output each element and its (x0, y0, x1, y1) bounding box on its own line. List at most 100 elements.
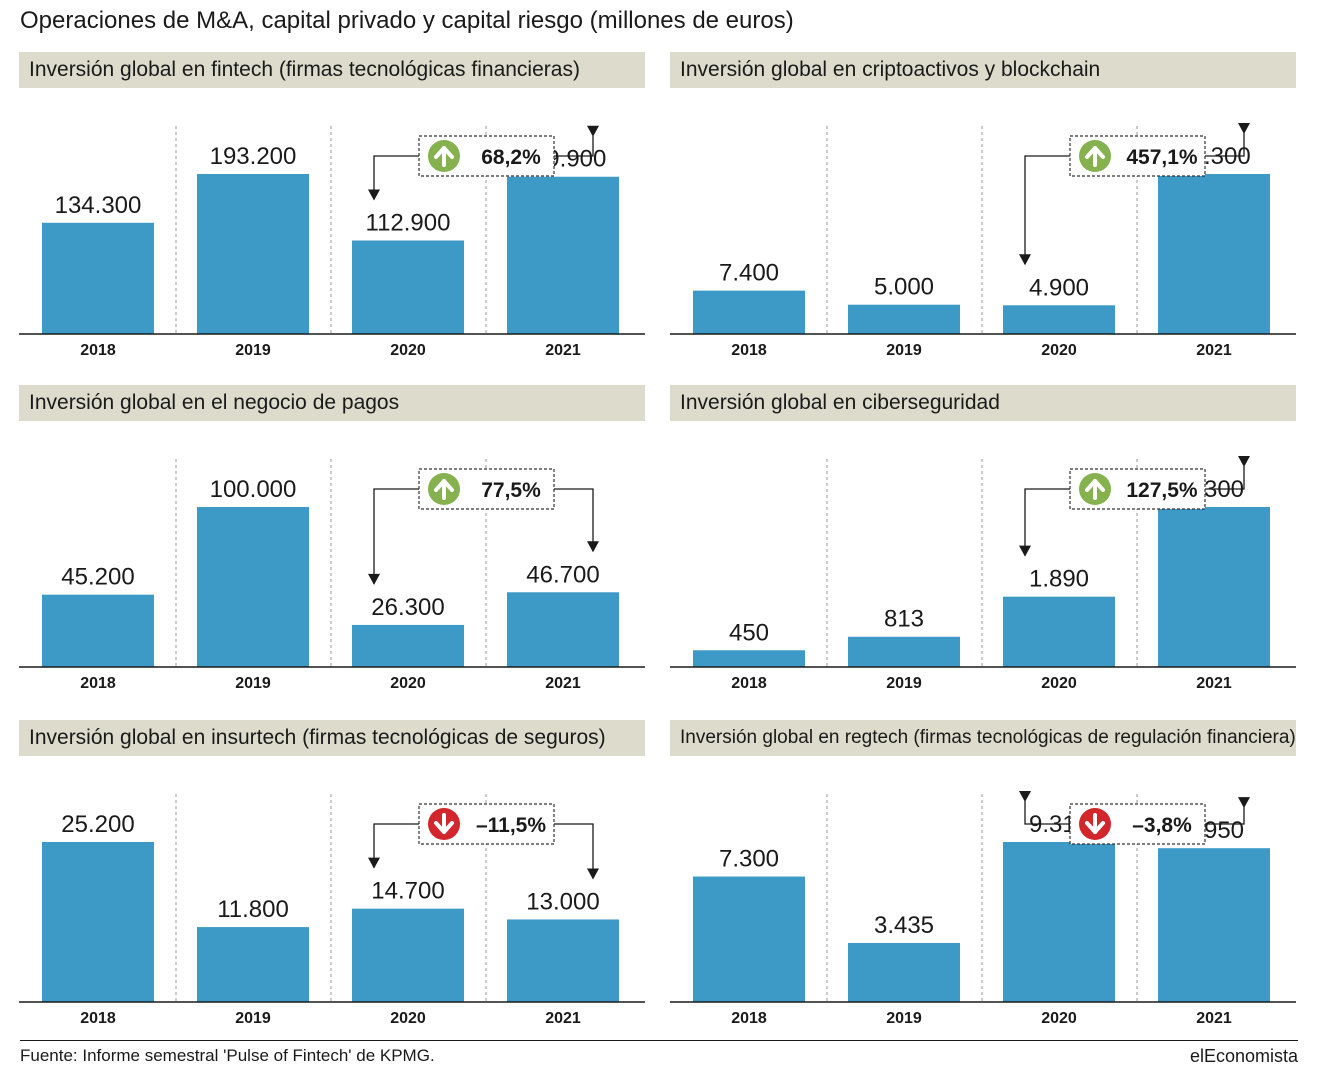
arrow-down-icon (1019, 545, 1031, 557)
category-label: 2019 (235, 675, 271, 692)
bar-2018 (42, 842, 154, 1002)
value-label: 25.200 (61, 811, 134, 838)
value-label: 3.435 (874, 912, 934, 939)
bar-2019 (848, 636, 960, 667)
bar-2020 (352, 624, 464, 667)
category-label: 2021 (545, 342, 581, 359)
panel-header: Inversión global en criptoactivos y bloc… (670, 52, 1296, 88)
connector-line (373, 488, 419, 584)
panel-header: Inversión global en el negocio de pagos (19, 385, 645, 421)
connector-line (1205, 466, 1245, 490)
category-label: 2018 (80, 675, 116, 692)
value-label: 46.700 (526, 561, 599, 588)
category-label: 2018 (731, 675, 767, 692)
brand-logo: elEconomista (1189, 1046, 1298, 1066)
arrow-down-icon (1019, 791, 1031, 802)
bar-2021 (1158, 507, 1270, 667)
value-label: 112.900 (366, 210, 451, 237)
value-label: 5.000 (874, 274, 934, 301)
category-label: 2019 (886, 675, 922, 692)
bar-2021 (507, 919, 619, 1002)
panel-title: Inversión global en insurtech (firmas te… (29, 726, 606, 749)
bar-2021 (1158, 174, 1270, 334)
panel-title: Inversión global en ciberseguridad (680, 391, 1000, 414)
arrow-down-icon (428, 808, 460, 840)
category-label: 2020 (1041, 675, 1077, 692)
category-label: 2018 (731, 342, 767, 359)
arrow-down-icon (1238, 123, 1250, 134)
panel-ciberseguridad: Inversión global en ciberseguridad 450 20… (670, 385, 1296, 695)
value-label: 100.000 (210, 476, 297, 503)
change-indicator: 68,2% (368, 125, 599, 201)
change-percent: –11,5% (476, 814, 546, 837)
arrow-down-icon (1079, 808, 1111, 840)
panel-header: Inversión global en fintech (firmas tecn… (19, 52, 645, 88)
value-label: 45.200 (61, 564, 134, 591)
bar-2020 (1003, 842, 1115, 1002)
connector-line (373, 823, 419, 868)
change-percent: 457,1% (1126, 146, 1198, 169)
category-label: 2020 (390, 342, 426, 359)
category-label: 2020 (1041, 1010, 1077, 1027)
panel-pagos: Inversión global en el negocio de pagos … (19, 385, 645, 695)
bar-2018 (693, 650, 805, 667)
bar-2019 (197, 507, 309, 667)
arrow-down-icon (587, 541, 599, 553)
bar-2020 (1003, 305, 1115, 334)
panel-header: Inversión global en insurtech (firmas te… (19, 720, 645, 756)
arrow-up-icon (1079, 140, 1111, 172)
arrow-down-icon (368, 573, 380, 585)
category-label: 2021 (545, 675, 581, 692)
value-label: 11.800 (217, 896, 289, 923)
bar-2020 (352, 240, 464, 334)
panel-insurtech: Inversión global en insurtech (firmas te… (19, 720, 645, 1030)
source-note: Fuente: Informe semestral 'Pulse of Fint… (20, 1046, 435, 1065)
category-label: 2021 (1196, 342, 1232, 359)
bar-2019 (848, 942, 960, 1002)
connector-line (1024, 801, 1070, 825)
bar-2018 (42, 222, 154, 334)
arrow-down-icon (368, 189, 380, 201)
change-indicator: 457,1% (1019, 123, 1250, 266)
value-label: 14.700 (371, 878, 444, 905)
category-label: 2021 (545, 1010, 581, 1027)
value-label: 4.900 (1029, 274, 1089, 301)
connector-line (1024, 488, 1070, 556)
change-percent: 127,5% (1126, 479, 1198, 502)
panel-title: Inversión global en criptoactivos y bloc… (680, 58, 1101, 81)
category-label: 2019 (886, 1010, 922, 1027)
connector-line (554, 488, 594, 552)
bar-2020 (1003, 596, 1115, 667)
bar-2018 (693, 876, 805, 1002)
value-label: 7.400 (719, 260, 779, 287)
bar-2019 (197, 927, 309, 1002)
value-label: 813 (884, 606, 924, 633)
value-label: 26.300 (371, 594, 444, 621)
panel-title: Inversión global en regtech (firmas tecn… (680, 727, 1296, 748)
category-label: 2020 (390, 675, 426, 692)
bar-2018 (42, 594, 154, 667)
change-indicator: 77,5% (368, 468, 599, 585)
category-label: 2019 (235, 1010, 271, 1027)
change-indicator: –3,8% (1019, 791, 1250, 845)
value-label: 1.890 (1029, 566, 1089, 593)
value-label: 13.000 (526, 888, 599, 915)
panel-regtech: Inversión global en regtech (firmas tecn… (670, 720, 1296, 1030)
panel-cripto: Inversión global en criptoactivos y bloc… (670, 52, 1296, 362)
chart-cripto: 7.40020185.00020194.900202027.3002021457… (670, 123, 1296, 359)
change-indicator: –11,5% (368, 803, 599, 880)
bar-2019 (848, 304, 960, 334)
chart-pagos: 45.200 2018 100.000 2019 26.300 2020 46.700 202… (19, 459, 645, 692)
arrow-down-icon (368, 857, 380, 869)
arrow-down-icon (587, 868, 599, 880)
value-label: 134.300 (55, 192, 142, 219)
arrow-down-icon (1238, 797, 1250, 809)
arrow-down-icon (587, 125, 599, 137)
connector-line (554, 135, 594, 157)
arrow-up-icon (1079, 473, 1111, 505)
chart-insurtech: 25.200 2018 11.800 2019 14.700 2020 13.000 2021… (19, 794, 645, 1027)
panel-title: Inversión global en fintech (firmas tecn… (29, 58, 580, 81)
bar-2020 (352, 908, 464, 1002)
panel-fintech: Inversión global en fintech (firmas tecn… (19, 52, 645, 362)
